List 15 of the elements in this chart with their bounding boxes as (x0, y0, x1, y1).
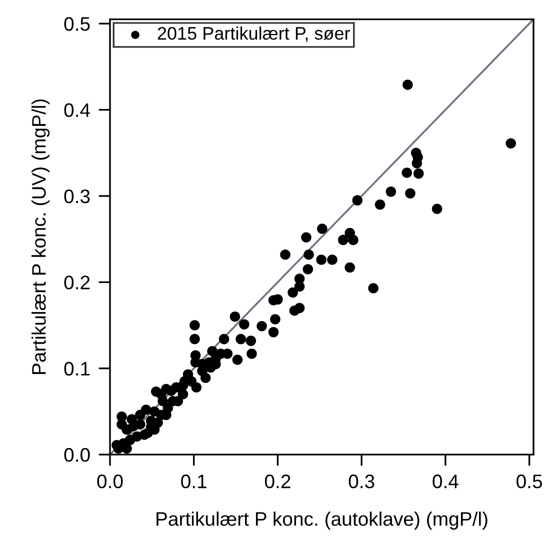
y-tick-label: 0.2 (64, 276, 90, 290)
x-tick-label: 0.1 (181, 474, 206, 488)
x-axis-title: Partikulært P konc. (autoklave) (mgP/l) (156, 512, 488, 530)
y-tick-label: 0.3 (64, 189, 90, 204)
y-tick-label: 0.0 (64, 448, 90, 462)
x-tick-label: 0.4 (432, 474, 458, 488)
y-tick-label: 0.4 (64, 103, 90, 118)
y-axis-title: Partikulært P konc. (UV) (mgP/l) (32, 99, 50, 374)
x-tick-label: 0.0 (97, 474, 123, 488)
y-tick-label: 0.5 (64, 17, 90, 31)
y-tick-label: 0.1 (64, 362, 90, 376)
legend-label: 2015 Partikulært P, søer (158, 26, 350, 42)
x-tick-label: 0.2 (264, 474, 290, 488)
x-tick-label: 0.3 (348, 474, 374, 488)
x-tick-label: 0.5 (516, 474, 542, 488)
